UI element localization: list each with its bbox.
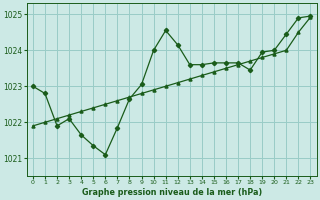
X-axis label: Graphe pression niveau de la mer (hPa): Graphe pression niveau de la mer (hPa) <box>82 188 262 197</box>
